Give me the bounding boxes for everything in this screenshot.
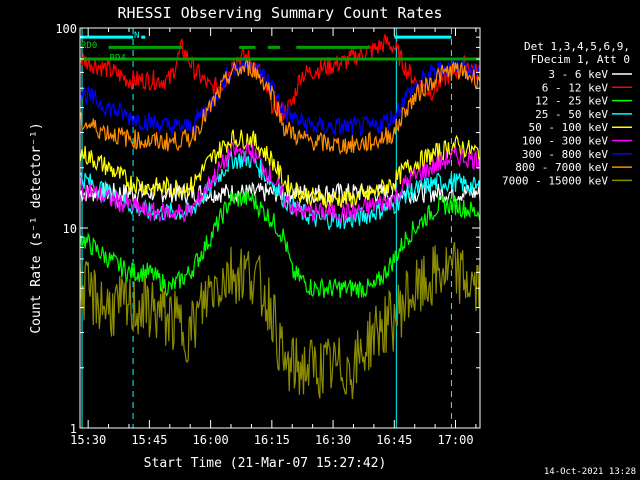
legend-entry-label: 6 - 12 keV bbox=[542, 81, 609, 94]
annotation-rd0: RD0 bbox=[81, 41, 97, 51]
legend-entry-label: 25 - 50 keV bbox=[535, 108, 608, 121]
series-line-100to300kev bbox=[80, 140, 480, 225]
legend-entry-label: 300 - 800 keV bbox=[522, 148, 608, 161]
chart-title: RHESSI Observing Summary Count Rates bbox=[117, 4, 442, 22]
x-tick-label: 16:45 bbox=[376, 433, 412, 447]
legend-entry-label: 12 - 25 keV bbox=[535, 95, 608, 108]
x-axis-label: Start Time (21-Mar-07 15:27:42) bbox=[144, 456, 387, 471]
x-tick-label: 17:00 bbox=[437, 433, 473, 447]
x-tick-label: 16:30 bbox=[315, 433, 351, 447]
legend-entry-label: 7000 - 15000 keV bbox=[502, 174, 608, 187]
series-line-7000to15000kev bbox=[80, 242, 480, 400]
legend-entry-label: 800 - 7000 keV bbox=[515, 161, 608, 174]
x-tick-label: 15:30 bbox=[70, 433, 106, 447]
series-line-800to7000kev bbox=[80, 58, 480, 155]
y-axis-label: Count Rate (s⁻¹ detector⁻¹) bbox=[29, 122, 44, 333]
y-tick-label: 10 bbox=[63, 222, 77, 236]
y-tick-label: 100 bbox=[55, 22, 77, 36]
y-tick-label: 1 bbox=[70, 422, 77, 436]
plot-layer: RD0 RD4 N bbox=[80, 28, 480, 428]
legend-entry-label: 50 - 100 keV bbox=[529, 121, 609, 134]
annotation-n: N bbox=[134, 31, 139, 41]
series-line-50to100kev bbox=[80, 129, 480, 209]
series-line-12to25kev bbox=[80, 189, 480, 299]
legend-entry-label: 100 - 300 keV bbox=[522, 135, 608, 148]
series-line-300to800kev bbox=[80, 56, 480, 137]
x-tick-label: 16:15 bbox=[254, 433, 290, 447]
x-tick-label: 16:00 bbox=[193, 433, 229, 447]
plot-area: RD0 RD4 N bbox=[80, 28, 480, 428]
legend-header-line: Det 1,3,4,5,6,9, bbox=[524, 40, 630, 53]
axis-layer: 1 10 100 15:30 15:45 16:00 16:15 16:30 16:45 17:0… bbox=[55, 22, 480, 447]
legend-entry-label: 3 - 6 keV bbox=[548, 68, 608, 81]
legend: Det 1,3,4,5,6,9,FDecim 1, Att 0 3 - 6 keV… bbox=[502, 40, 632, 187]
annotation-rd4: RD4 bbox=[110, 54, 126, 64]
footer-timestamp: 14-Oct-2021 13:28 bbox=[544, 467, 636, 477]
legend-header-line: FDecim 1, Att 0 bbox=[531, 53, 630, 66]
x-tick-label: 15:45 bbox=[131, 433, 167, 447]
